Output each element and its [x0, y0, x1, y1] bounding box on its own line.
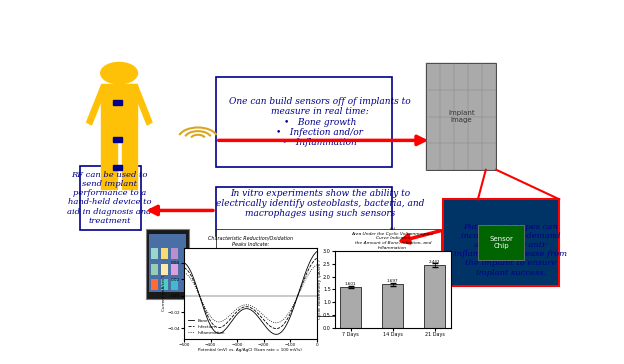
- Bar: [426, 63, 496, 170]
- Bar: [478, 225, 524, 260]
- Bar: [171, 264, 178, 275]
- Legend: Bone, Infection, Inflammation: Bone, Infection, Inflammation: [186, 317, 227, 336]
- Bar: [216, 77, 392, 167]
- Bar: [161, 248, 168, 260]
- Bar: [446, 212, 559, 286]
- Bar: [171, 248, 178, 260]
- Bar: [114, 165, 122, 170]
- Text: 2.442: 2.442: [429, 260, 441, 264]
- Text: Characteristic Reduction/Oxidation
Peaks Indicate:: Characteristic Reduction/Oxidation Peaks…: [208, 236, 293, 247]
- Bar: [424, 265, 446, 328]
- Bar: [149, 234, 186, 292]
- Bar: [150, 248, 158, 260]
- Polygon shape: [87, 86, 106, 125]
- Text: (b)
Area Under the Cyclic Voltammogram
Curve Indicates
the Amount of Bone, Infec: (b) Area Under the Cyclic Voltammogram C…: [351, 227, 434, 250]
- Text: RF can be used to
send implant
performance to a
hand-held device to
aid in diagn: RF can be used to send implant performan…: [67, 171, 152, 225]
- X-axis label: Potential (mV) vs. Ag/AgCl (Scan rate = 100 mV/s): Potential (mV) vs. Ag/AgCl (Scan rate = …: [198, 348, 302, 352]
- Bar: [150, 279, 158, 290]
- Bar: [171, 279, 178, 290]
- Text: 1.697: 1.697: [387, 279, 399, 283]
- Y-axis label: Cyclic Voltammetry (μA/cm²): Cyclic Voltammetry (μA/cm²): [318, 260, 321, 319]
- Text: Sensor
Chip: Sensor Chip: [489, 236, 513, 249]
- Polygon shape: [133, 86, 152, 125]
- Text: Implant
Image: Implant Image: [448, 110, 475, 123]
- Circle shape: [100, 63, 137, 84]
- Bar: [161, 279, 168, 290]
- Bar: [114, 137, 122, 142]
- Bar: [101, 136, 117, 189]
- Bar: [114, 100, 122, 105]
- Bar: [146, 229, 189, 299]
- Text: In vitro experiments show the ability to
electrically identify osteoblasts, bact: In vitro experiments show the ability to…: [216, 189, 424, 218]
- Text: Future prototypes can
incorporate on-demand
antibiotic or anti-
inflammatory rel: Future prototypes can incorporate on-dem…: [454, 223, 567, 277]
- Bar: [150, 264, 158, 275]
- Text: 1.601: 1.601: [345, 281, 356, 285]
- Bar: [122, 136, 137, 189]
- Bar: [216, 229, 441, 316]
- Bar: [101, 84, 137, 136]
- Bar: [216, 187, 392, 236]
- Bar: [80, 166, 141, 230]
- Text: One can build sensors off of implants to
measure in real time:
•   Bone growth
•: One can build sensors off of implants to…: [229, 97, 411, 147]
- Bar: [383, 284, 403, 328]
- Bar: [161, 264, 168, 275]
- Bar: [443, 199, 559, 286]
- Y-axis label: Current (mA/cm²): Current (mA/cm²): [162, 275, 166, 311]
- Bar: [340, 287, 361, 328]
